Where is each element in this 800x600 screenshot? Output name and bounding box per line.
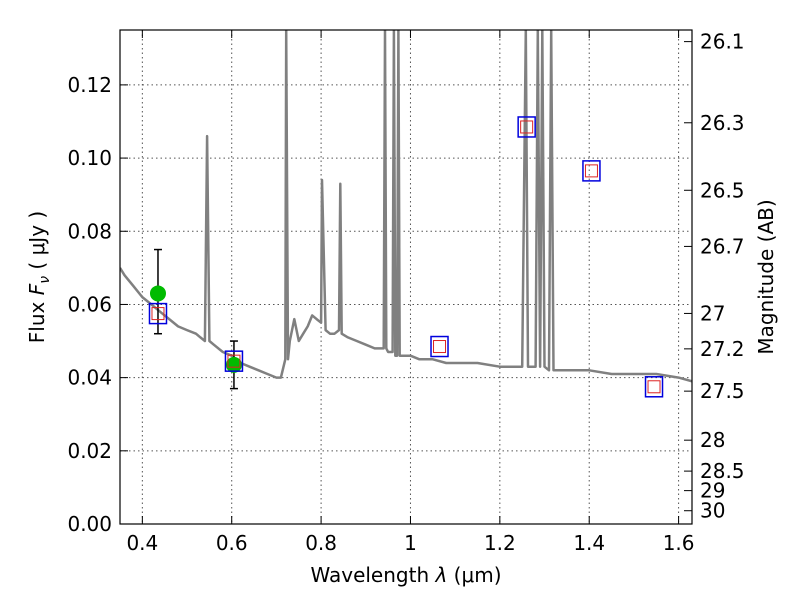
model-photometry-point xyxy=(582,160,601,182)
plot-background xyxy=(120,30,692,524)
model-photometry-inner-square xyxy=(433,340,447,354)
model-photometry-point xyxy=(224,350,244,372)
mag-tick-label: 26.7 xyxy=(700,234,745,258)
mag-tick-label: 27 xyxy=(700,301,725,325)
model-photometry-square xyxy=(517,116,536,138)
y-tick-label: 0.06 xyxy=(67,292,112,316)
x-tick-label: 1 xyxy=(404,531,417,555)
model-photometry-square xyxy=(582,160,601,182)
y-tick-label: 0.00 xyxy=(67,512,112,536)
model-photometry-square xyxy=(224,350,244,372)
x-tick-label: 0.8 xyxy=(305,531,337,555)
mag-tick-label: 29 xyxy=(700,479,725,503)
model-photometry-inner-square xyxy=(227,354,241,368)
observed-point xyxy=(149,285,166,302)
y-tick-label: 0.10 xyxy=(67,146,112,170)
model-photometry-point xyxy=(644,376,664,398)
model-photometry-point xyxy=(517,116,536,138)
observed-points xyxy=(149,285,242,373)
x-tick-label: 0.6 xyxy=(216,531,248,555)
plot-frame xyxy=(119,29,693,525)
model-photometry-square xyxy=(644,376,664,398)
model-photometry xyxy=(148,116,664,398)
mag-tick-label: 28 xyxy=(700,428,725,452)
model-photometry-inner-square xyxy=(151,307,165,321)
mag-tick-label: 26.1 xyxy=(700,30,745,54)
y-tick-label: 0.02 xyxy=(67,439,112,463)
mag-tick-label: 28.5 xyxy=(700,459,745,483)
y-axis-label: Flux Fν ( μJy ) xyxy=(25,211,53,343)
x-axis: 0.4 0.6 0.8 1 1.2 1.4 1.6 xyxy=(126,30,695,555)
model-photometry-square xyxy=(430,335,449,358)
x-axis-label: Wavelength λ (μm) xyxy=(310,563,501,587)
model-photometry-point xyxy=(148,302,168,325)
x-tick-label: 0.4 xyxy=(126,531,158,555)
model-spectrum xyxy=(120,30,692,383)
y-tick-label: 0.12 xyxy=(67,73,112,97)
mag-tick-label: 27.2 xyxy=(700,337,745,361)
y-tick-label: 0.04 xyxy=(67,366,112,390)
x-tick-label: 1.6 xyxy=(663,531,695,555)
y-tick-label: 0.08 xyxy=(67,219,112,243)
observed-point xyxy=(225,356,242,373)
mag-tick-label: 30 xyxy=(700,499,725,523)
model-photometry-inner-square xyxy=(647,380,661,394)
mag-tick-label: 27.5 xyxy=(700,379,745,403)
model-photometry-point xyxy=(430,335,449,358)
x-tick-label: 1.2 xyxy=(484,531,516,555)
mag-tick-label: 26.5 xyxy=(700,178,745,202)
model-spectrum-line xyxy=(120,30,692,383)
x-tick-label: 1.4 xyxy=(573,531,605,555)
mag-tick-label: 26.3 xyxy=(700,111,745,135)
model-photometry-square xyxy=(148,302,168,325)
y-axis: 0.00 0.02 0.04 0.06 0.08 0.10 0.12 xyxy=(67,73,128,536)
model-photometry-inner-square xyxy=(520,120,534,134)
model-photometry-inner-square xyxy=(584,164,598,178)
magnitude-axis-label: Magnitude (AB) xyxy=(754,199,778,354)
